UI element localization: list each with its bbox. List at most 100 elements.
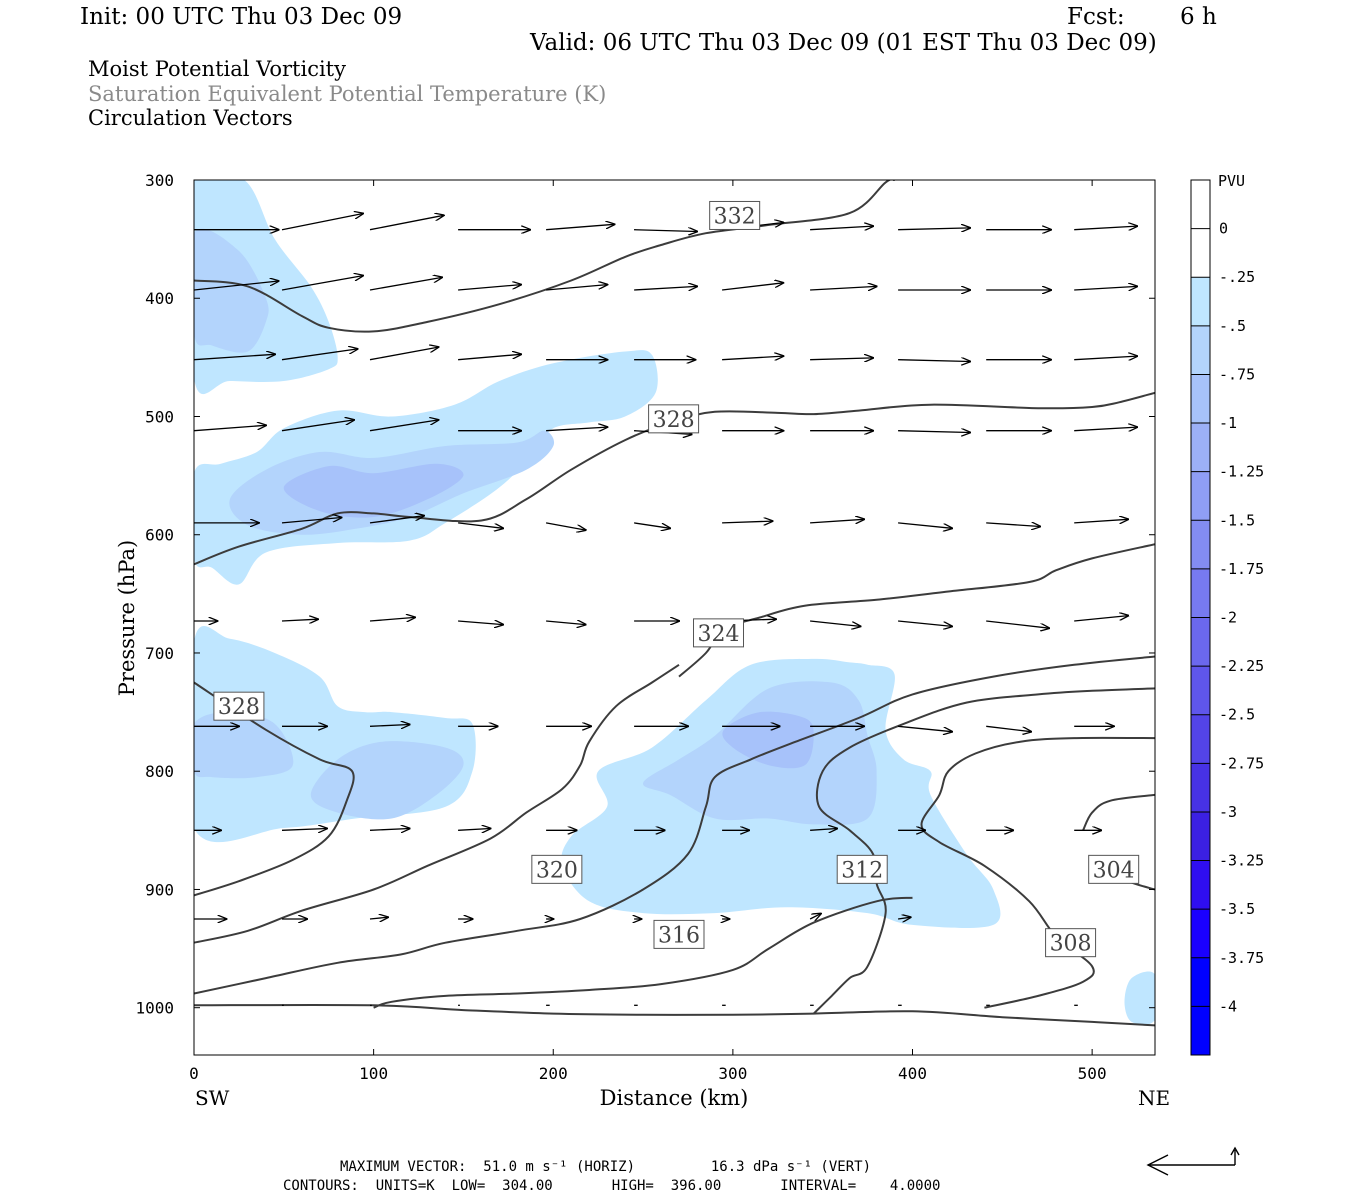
colorbar-label: -.75 (1219, 365, 1255, 383)
y-tick-label: 700 (145, 644, 174, 663)
x-tick-label: 200 (539, 1064, 568, 1083)
y-tick-label: 400 (145, 289, 174, 308)
circulation-vector (194, 425, 266, 432)
theta-contour-312 (813, 687, 1155, 1015)
circulation-vector (369, 516, 424, 524)
x-tick-label: 500 (1078, 1064, 1107, 1083)
x-end-label-sw: SW (195, 1086, 230, 1110)
circulation-vector (281, 349, 358, 361)
y-tick-label: 600 (145, 526, 174, 545)
circulation-vector (369, 215, 444, 231)
x-tick-label: 0 (189, 1064, 199, 1083)
colorbar-label: -3.5 (1219, 900, 1255, 918)
circulation-vector (546, 224, 614, 231)
svg-text:316: 316 (658, 923, 700, 948)
contour-label-304: 304 (1088, 854, 1140, 884)
theta-contour-320 (194, 663, 680, 944)
colorbar-label: -.25 (1219, 268, 1255, 286)
colorbar-label: -2.25 (1219, 657, 1264, 675)
svg-text:304: 304 (1093, 858, 1135, 883)
circulation-vector (458, 285, 521, 291)
circulation-vector (722, 283, 783, 291)
circulation-vector (281, 420, 354, 432)
circulation-vector (986, 523, 1040, 527)
x-end-label-ne: NE (1138, 1086, 1170, 1110)
theta-contour-328 (194, 681, 355, 897)
axes-layer: 300 400 500 600 700 800 900 1000 0 100 200 300 400 50… (135, 171, 1155, 1083)
contour-label-332: 332 (709, 200, 761, 230)
colorbar-swatch (1191, 763, 1210, 813)
contour-label-308: 308 (1045, 928, 1097, 958)
contour-label-316: 316 (653, 919, 705, 949)
colorbar-label: -1 (1219, 414, 1237, 432)
theta-contour-304 (1082, 793, 1155, 831)
y-tick-label: 1000 (135, 999, 174, 1018)
pv-shading-layer (194, 180, 1155, 1025)
colorbar-label: -2.5 (1219, 706, 1255, 724)
svg-text:332: 332 (714, 204, 756, 229)
circulation-vector (458, 829, 490, 831)
colorbar-swatch (1191, 666, 1210, 716)
colorbar-label: -3 (1219, 803, 1237, 821)
svg-text:320: 320 (536, 858, 578, 883)
contour-label-328: 328 (213, 691, 265, 721)
colorbar-swatch (1191, 374, 1210, 424)
colorbar-label: -2 (1219, 609, 1237, 627)
colorbar-swatch (1191, 520, 1210, 570)
valid-label: Valid: 06 UTC Thu 03 Dec 09 (01 EST Thu … (529, 30, 1157, 56)
init-label: Init: 00 UTC Thu 03 Dec 09 (80, 4, 402, 30)
x-tick-label: 300 (718, 1064, 747, 1083)
x-axis-title: Distance (km) (600, 1086, 749, 1110)
colorbar-label: -1.75 (1219, 560, 1264, 578)
circulation-vector (369, 917, 388, 919)
y-axis-title: Pressure (hPa) (115, 540, 139, 696)
colorbar-label: 0 (1219, 220, 1228, 238)
circulation-vector (634, 286, 697, 290)
circulation-vector (369, 617, 415, 621)
circulation-vector (369, 725, 410, 727)
fcst-value: 6 h (1180, 4, 1217, 30)
x-tick-label: 400 (898, 1064, 927, 1083)
contour-label-320: 320 (531, 854, 583, 884)
colorbar-swatch (1191, 957, 1210, 1007)
circulation-vector (1074, 226, 1137, 230)
circulation-vector (1074, 616, 1128, 622)
colorbar-swatch (1191, 568, 1210, 618)
theta-contour-332 (194, 180, 895, 333)
circulation-vector (194, 354, 275, 361)
colorbar-swatch (1191, 180, 1210, 230)
svg-text:312: 312 (841, 858, 883, 883)
svg-text:324: 324 (698, 622, 740, 647)
colorbar-swatch (1191, 325, 1210, 375)
pv-region-6 (194, 712, 294, 779)
colorbar-swatch (1191, 423, 1210, 473)
colorbar-label: -4 (1219, 997, 1237, 1015)
pv-region-1 (194, 228, 269, 353)
colorbar-swatch (1191, 277, 1210, 327)
svg-text:328: 328 (218, 695, 260, 720)
circulation-vector (809, 914, 821, 919)
colorbar-label: -1.5 (1219, 511, 1255, 529)
y-tick-label: 900 (145, 880, 174, 899)
circulation-vector (722, 356, 783, 360)
circulation-vector (458, 522, 503, 528)
colorbar-swatch (1191, 1006, 1210, 1056)
field-title-theta: Saturation Equivalent Potential Temperat… (88, 82, 606, 106)
circulation-vector (898, 725, 952, 731)
circulation-vector (898, 228, 970, 230)
circulation-vector (281, 276, 363, 291)
colorbar-swatch (1191, 617, 1210, 667)
colorbar-swatch (1191, 228, 1210, 278)
colorbar-swatch (1191, 860, 1210, 910)
circulation-vector (281, 619, 318, 621)
footer-max-vector: MAXIMUM VECTOR: 51.0 m s⁻¹ (HORIZ) 16.3 … (340, 1159, 871, 1175)
circulation-vector (1074, 519, 1128, 523)
circulation-vector (810, 829, 837, 831)
circulation-vector (545, 522, 586, 530)
circulation-vector (898, 522, 952, 528)
contour-label-324: 324 (693, 618, 745, 648)
circulation-vector (634, 522, 670, 528)
footer-contours: CONTOURS: UNITS=K LOW= 304.00 HIGH= 396.… (283, 1178, 940, 1194)
circulation-vector (898, 620, 952, 626)
